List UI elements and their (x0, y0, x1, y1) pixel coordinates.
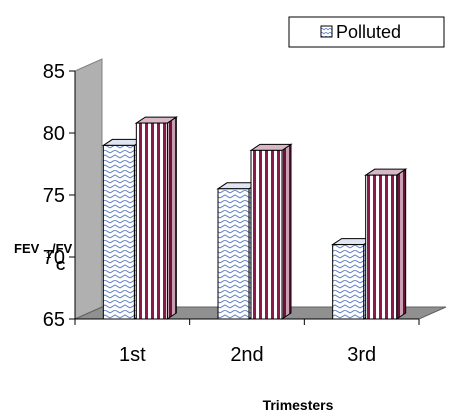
x-tick-label: 1st (119, 344, 146, 366)
x-tick-label: 3rd (347, 344, 376, 366)
y-axis-label-fev: FEV (14, 241, 40, 256)
bar-side (281, 143, 292, 320)
labels-layer: 65 70 75 80 85 1st 2nd 3rd (43, 61, 376, 366)
y-axis-label-sub: 1 (46, 250, 51, 260)
side-wall (74, 58, 103, 320)
bar-side (166, 116, 177, 320)
y-tick-label: 65 (43, 309, 65, 331)
bar (102, 144, 135, 320)
x-tick-label: 2nd (230, 344, 263, 366)
bar (250, 149, 283, 320)
bar (332, 244, 365, 320)
y-tick-label: 75 (43, 185, 65, 207)
legend: Polluted (288, 16, 445, 48)
y-tick-label: 80 (43, 123, 65, 145)
x-axis-label: Trimesters (263, 397, 334, 413)
y-axis-label-fv: /FV (52, 241, 73, 256)
bar-side (396, 168, 407, 320)
bar (135, 122, 168, 320)
y-tick-label: 85 (43, 61, 65, 83)
legend-swatch (320, 25, 333, 38)
legend-entry: Polluted (336, 22, 401, 42)
bar (217, 188, 250, 320)
bar (365, 174, 398, 320)
bars-layer (101, 116, 408, 320)
y-axis-label-c: C (56, 258, 66, 273)
legend-box (288, 16, 445, 48)
y-tick-label: 70 (43, 247, 65, 269)
